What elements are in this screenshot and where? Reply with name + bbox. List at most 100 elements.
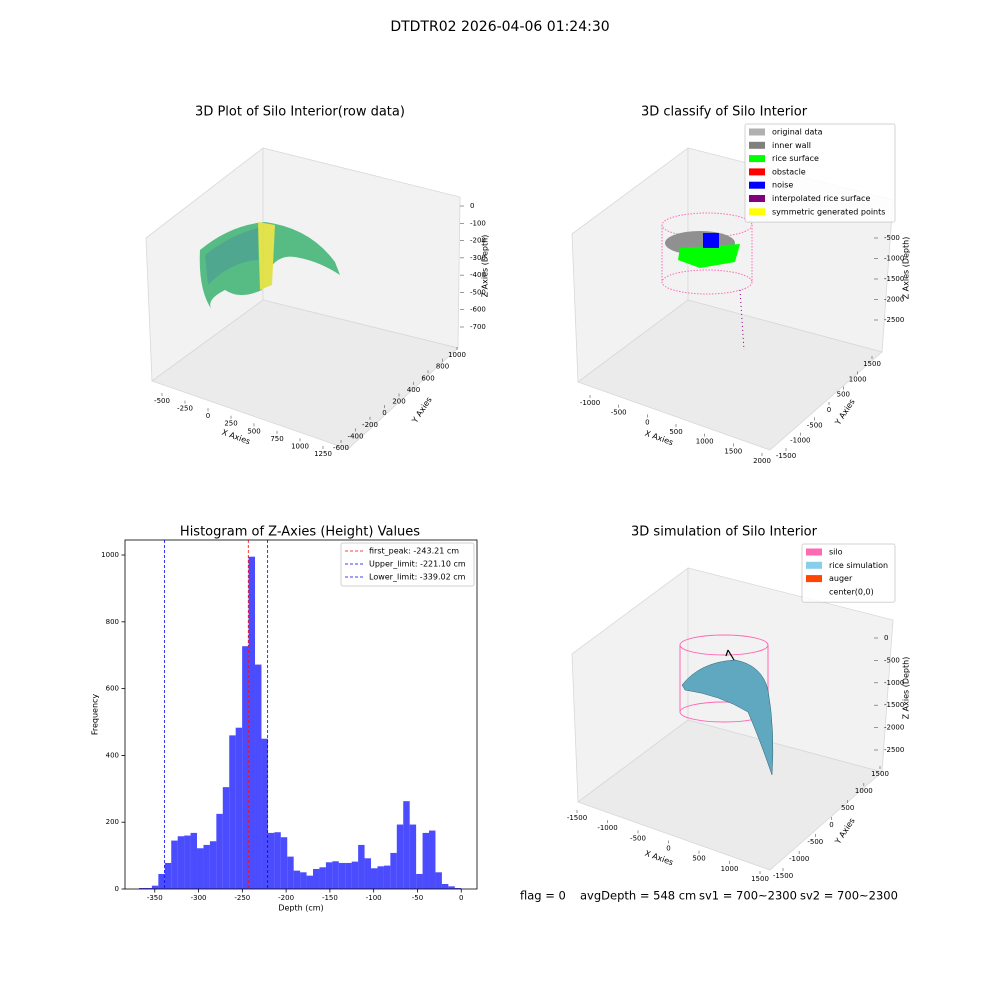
- x-tick-label: 2000: [753, 457, 771, 465]
- bar: [222, 787, 230, 889]
- bar: [429, 830, 436, 889]
- legend-swatch: [749, 181, 765, 189]
- legend-swatch: [749, 168, 765, 176]
- y-tick-label: 800: [436, 363, 449, 371]
- y-tick-label: -400: [348, 432, 364, 440]
- bar: [190, 832, 198, 889]
- bar: [345, 862, 352, 889]
- z-tick-label: -200: [470, 237, 486, 245]
- legend-label: interpolated rice surface: [772, 194, 870, 203]
- legend-box: [340, 542, 475, 587]
- legend-label: original data: [772, 128, 823, 137]
- y-tick-label: 0: [115, 885, 119, 893]
- z-axis-label: Z Axies (Depth): [902, 237, 911, 300]
- bar: [280, 837, 288, 889]
- legend-swatch: [806, 548, 822, 556]
- bar: [164, 862, 172, 889]
- y-tick-label: -1500: [776, 452, 796, 460]
- y-tick-label: -1000: [790, 437, 810, 445]
- bar: [274, 832, 281, 889]
- silo-surface: [679, 634, 774, 776]
- status-text: flag = 0: [520, 889, 566, 903]
- plot-frame: [124, 539, 478, 890]
- x-tick-label: 500: [247, 427, 260, 435]
- z-tick-label: -400: [470, 271, 486, 279]
- z-tick-label: -2000: [884, 724, 904, 732]
- z-tick-label: -500: [470, 288, 486, 296]
- bar: [403, 801, 410, 889]
- bar: [139, 887, 146, 889]
- legend-label: auger: [829, 574, 853, 583]
- point-cloud: [199, 222, 340, 310]
- status-text: avgDepth = 548 cm: [580, 889, 696, 903]
- chart-title: 3D Plot of Silo Interior(row data): [195, 105, 405, 120]
- chart-title: Histogram of Z-Axies (Height) Values: [180, 525, 420, 540]
- z-tick-label: -600: [470, 306, 486, 314]
- z-axis-label: Z Axies (Depth): [481, 235, 490, 298]
- bar: [300, 872, 307, 889]
- y-axis-label: Y Axies: [410, 395, 434, 425]
- point-cloud: [661, 212, 753, 351]
- y-tick-label: 1000: [101, 551, 119, 559]
- x-tick-label: -1500: [567, 814, 587, 822]
- legend-swatch: [749, 208, 765, 216]
- x-tick-label: 0: [459, 894, 463, 902]
- bar: [293, 870, 301, 889]
- legend-swatch: [806, 575, 822, 583]
- z-tick-label: 0: [884, 634, 888, 642]
- y-tick-label: 0: [382, 409, 386, 417]
- bar: [325, 862, 333, 889]
- x-tick-label: 1000: [721, 865, 739, 873]
- bar: [313, 868, 320, 889]
- bar: [267, 832, 275, 889]
- bar: [306, 875, 314, 889]
- y-tick-label: 200: [106, 818, 119, 826]
- x-tick-label: 1000: [696, 438, 714, 446]
- bar: [216, 813, 223, 889]
- x-tick-label: -350: [147, 894, 163, 902]
- x-tick-label: 1000: [291, 442, 309, 450]
- x-tick-label: -200: [278, 894, 294, 902]
- legend-box: [801, 543, 896, 603]
- y-tick-label: -1000: [789, 855, 809, 863]
- z-tick-label: 0: [470, 202, 474, 210]
- bar: [158, 873, 165, 889]
- bar: [184, 835, 191, 889]
- panel-box: [145, 147, 461, 450]
- z-axis-label: Z Axies (Depth): [902, 657, 911, 720]
- bar: [364, 858, 372, 889]
- y-tick-label: -600: [333, 444, 349, 452]
- bar: [454, 887, 462, 889]
- x-tick-label: -1000: [580, 399, 600, 407]
- bar: [377, 866, 384, 889]
- x-axis-label: Depth (cm): [278, 904, 323, 913]
- z-tick-label: -300: [470, 254, 486, 262]
- bar: [229, 735, 236, 889]
- chart-title: 3D classify of Silo Interior: [641, 105, 808, 120]
- legend-label: silo: [829, 548, 843, 557]
- y-tick-label: 400: [106, 751, 119, 759]
- x-tick-label: -100: [366, 894, 382, 902]
- bar: [242, 646, 249, 889]
- x-tick-label: 1500: [724, 447, 742, 455]
- z-tick-label: -700: [470, 323, 486, 331]
- legend-label: symmetric generated points: [772, 207, 885, 216]
- bar: [435, 872, 442, 889]
- status-text: sv1 = 700~2300: [699, 889, 797, 903]
- x-tick-label: 500: [692, 855, 705, 863]
- bar: [209, 841, 217, 889]
- x-tick-label: -50: [412, 894, 423, 902]
- figure-title: DTDTR02 2026-04-06 01:24:30: [390, 19, 609, 35]
- x-tick-label: -500: [154, 397, 170, 405]
- bar: [255, 664, 262, 889]
- x-tick-label: -150: [322, 894, 338, 902]
- bar: [171, 840, 178, 889]
- y-tick-label: 400: [407, 386, 420, 394]
- legend-label: center(0,0): [829, 587, 874, 596]
- legend-label: first_peak: -243.21 cm: [369, 547, 459, 556]
- x-tick-label: 1250: [314, 450, 332, 458]
- bar: [338, 862, 346, 889]
- bar: [448, 886, 455, 889]
- z-tick-label: -100: [470, 219, 486, 227]
- z-tick-label: -1000: [884, 679, 904, 687]
